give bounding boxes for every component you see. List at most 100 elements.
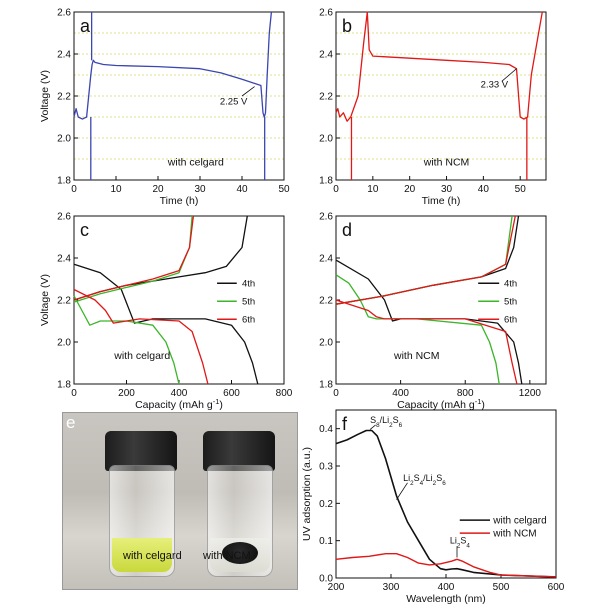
photo-label-left: with celgard xyxy=(123,550,182,562)
series-discharge-c-4th xyxy=(73,263,259,385)
x-tick-label-c: 600 xyxy=(223,388,240,399)
y-tick-label-d: 2.4 xyxy=(319,254,333,265)
condition-label-d: with NCM xyxy=(393,350,440,362)
panel-letter-d: d xyxy=(342,220,352,240)
vial-left xyxy=(109,465,175,577)
panel-letter-b: b xyxy=(342,16,352,36)
y-tick-label-c: 1.8 xyxy=(57,380,71,391)
x-tick-label-a: 50 xyxy=(278,184,290,195)
vial-cap-left xyxy=(105,431,177,471)
x-tick-label-d: 400 xyxy=(392,388,409,399)
y-tick-label-d: 2.0 xyxy=(319,338,333,349)
annotation-f2: Li2S4/Li2S6 xyxy=(403,473,446,487)
y-axis-label-f: UV adsorption (a.u.) xyxy=(301,447,313,541)
y-tick-label-a: 2.4 xyxy=(57,50,71,61)
x-tick-label-c: 400 xyxy=(171,388,188,399)
legend-label-c: 6th xyxy=(242,315,255,326)
series-charge-c-6th xyxy=(73,215,195,301)
x-tick-label-b: 50 xyxy=(515,184,527,195)
x-tick-label-f: 300 xyxy=(383,582,400,593)
x-tick-label-f: 600 xyxy=(548,582,565,593)
panel-letter-f: f xyxy=(342,414,348,434)
annotation-f3: Li2S4 xyxy=(450,536,471,550)
legend-label-c: 4th xyxy=(242,279,255,290)
x-axis-label-b: Time (h) xyxy=(422,195,461,207)
panel-letter-e: e xyxy=(66,413,76,432)
y-tick-label-c: 2.0 xyxy=(57,338,71,349)
legend-label-f: with NCM xyxy=(492,529,536,540)
series-charge-c-4th xyxy=(73,215,248,301)
y-tick-label-f: 0.0 xyxy=(319,574,333,585)
photo-label-right: with NCM xyxy=(203,550,251,562)
annotation-pointer-b xyxy=(501,68,517,82)
x-tick-label-a: 10 xyxy=(110,184,122,195)
series-discharge-c-5th xyxy=(73,295,180,385)
x-tick-label-a: 30 xyxy=(194,184,206,195)
x-tick-label-a: 40 xyxy=(236,184,248,195)
y-tick-label-f: 0.3 xyxy=(319,462,333,473)
y-tick-label-d: 1.8 xyxy=(319,380,333,391)
y-tick-label-d: 2.2 xyxy=(319,296,333,307)
y-axis-label-a: Voltage (V) xyxy=(39,70,51,122)
y-tick-label-b: 2.4 xyxy=(319,50,333,61)
condition-label-c: with celgard xyxy=(113,350,170,362)
series-line-a xyxy=(73,11,273,120)
x-axis-label-f: Wavelength (nm) xyxy=(406,593,486,605)
x-axis-label-c: Capacity (mAh g-1) xyxy=(135,397,223,412)
x-tick-label-b: 0 xyxy=(333,184,339,195)
y-tick-label-a: 2.6 xyxy=(57,8,71,19)
series-line-b xyxy=(335,11,543,122)
y-tick-label-c: 2.2 xyxy=(57,296,71,307)
x-axis-label-d: Capacity (mAh g-1) xyxy=(397,397,485,412)
series-discharge-d-6th xyxy=(335,299,518,385)
x-tick-label-c: 200 xyxy=(118,388,135,399)
y-tick-label-b: 2.2 xyxy=(319,92,333,103)
x-tick-label-f: 500 xyxy=(493,582,510,593)
x-tick-label-f: 200 xyxy=(328,582,345,593)
legend-label-d: 4th xyxy=(504,279,517,290)
y-tick-label-f: 0.4 xyxy=(319,424,333,435)
panel-letter-a: a xyxy=(80,16,91,36)
yellow-solution xyxy=(112,538,172,572)
panel-letter-c: c xyxy=(80,220,89,240)
annotation-pointer-f2 xyxy=(396,482,408,500)
vial-right xyxy=(207,465,273,577)
y-tick-label-b: 1.8 xyxy=(319,176,333,187)
y-axis-label-c: Voltage (V) xyxy=(39,274,51,326)
series-discharge-d-4th xyxy=(335,259,523,385)
x-tick-label-c: 800 xyxy=(276,388,293,399)
x-tick-label-a: 20 xyxy=(152,184,164,195)
y-tick-label-a: 2.0 xyxy=(57,134,71,145)
y-tick-label-a: 1.8 xyxy=(57,176,71,187)
x-tick-label-d: 0 xyxy=(333,388,339,399)
y-tick-label-c: 2.4 xyxy=(57,254,71,265)
vial-cap-right xyxy=(203,431,275,471)
x-tick-label-b: 40 xyxy=(478,184,490,195)
y-tick-label-d: 2.6 xyxy=(319,212,333,223)
x-axis-label-a: Time (h) xyxy=(160,195,199,207)
y-tick-label-c: 2.6 xyxy=(57,212,71,223)
series-discharge-c-6th xyxy=(73,288,209,385)
series-discharge-d-5th xyxy=(335,274,500,385)
y-tick-label-f: 0.2 xyxy=(319,499,333,510)
annotation-b: 2.33 V xyxy=(481,80,509,91)
x-tick-label-d: 800 xyxy=(457,388,474,399)
series-charge-c-5th xyxy=(73,215,193,303)
legend-label-d: 6th xyxy=(504,315,517,326)
x-tick-label-c: 0 xyxy=(71,388,77,399)
annotation-pointer-a xyxy=(241,86,255,97)
condition-label-a: with celgard xyxy=(167,156,224,168)
series-line-f-celgard xyxy=(335,429,557,578)
y-tick-label-a: 2.2 xyxy=(57,92,71,103)
x-tick-label-d: 1200 xyxy=(519,388,542,399)
series-line-f-ncm xyxy=(335,553,557,578)
legend-label-f: with celgard xyxy=(492,516,546,527)
x-tick-label-f: 400 xyxy=(438,582,455,593)
y-tick-label-b: 2.6 xyxy=(319,8,333,19)
black-electrode xyxy=(222,542,258,564)
series-charge-d-5th xyxy=(335,215,513,305)
condition-label-b: with NCM xyxy=(423,156,470,168)
annotation-pointer-f1 xyxy=(369,424,376,430)
legend-label-d: 5th xyxy=(504,297,517,308)
